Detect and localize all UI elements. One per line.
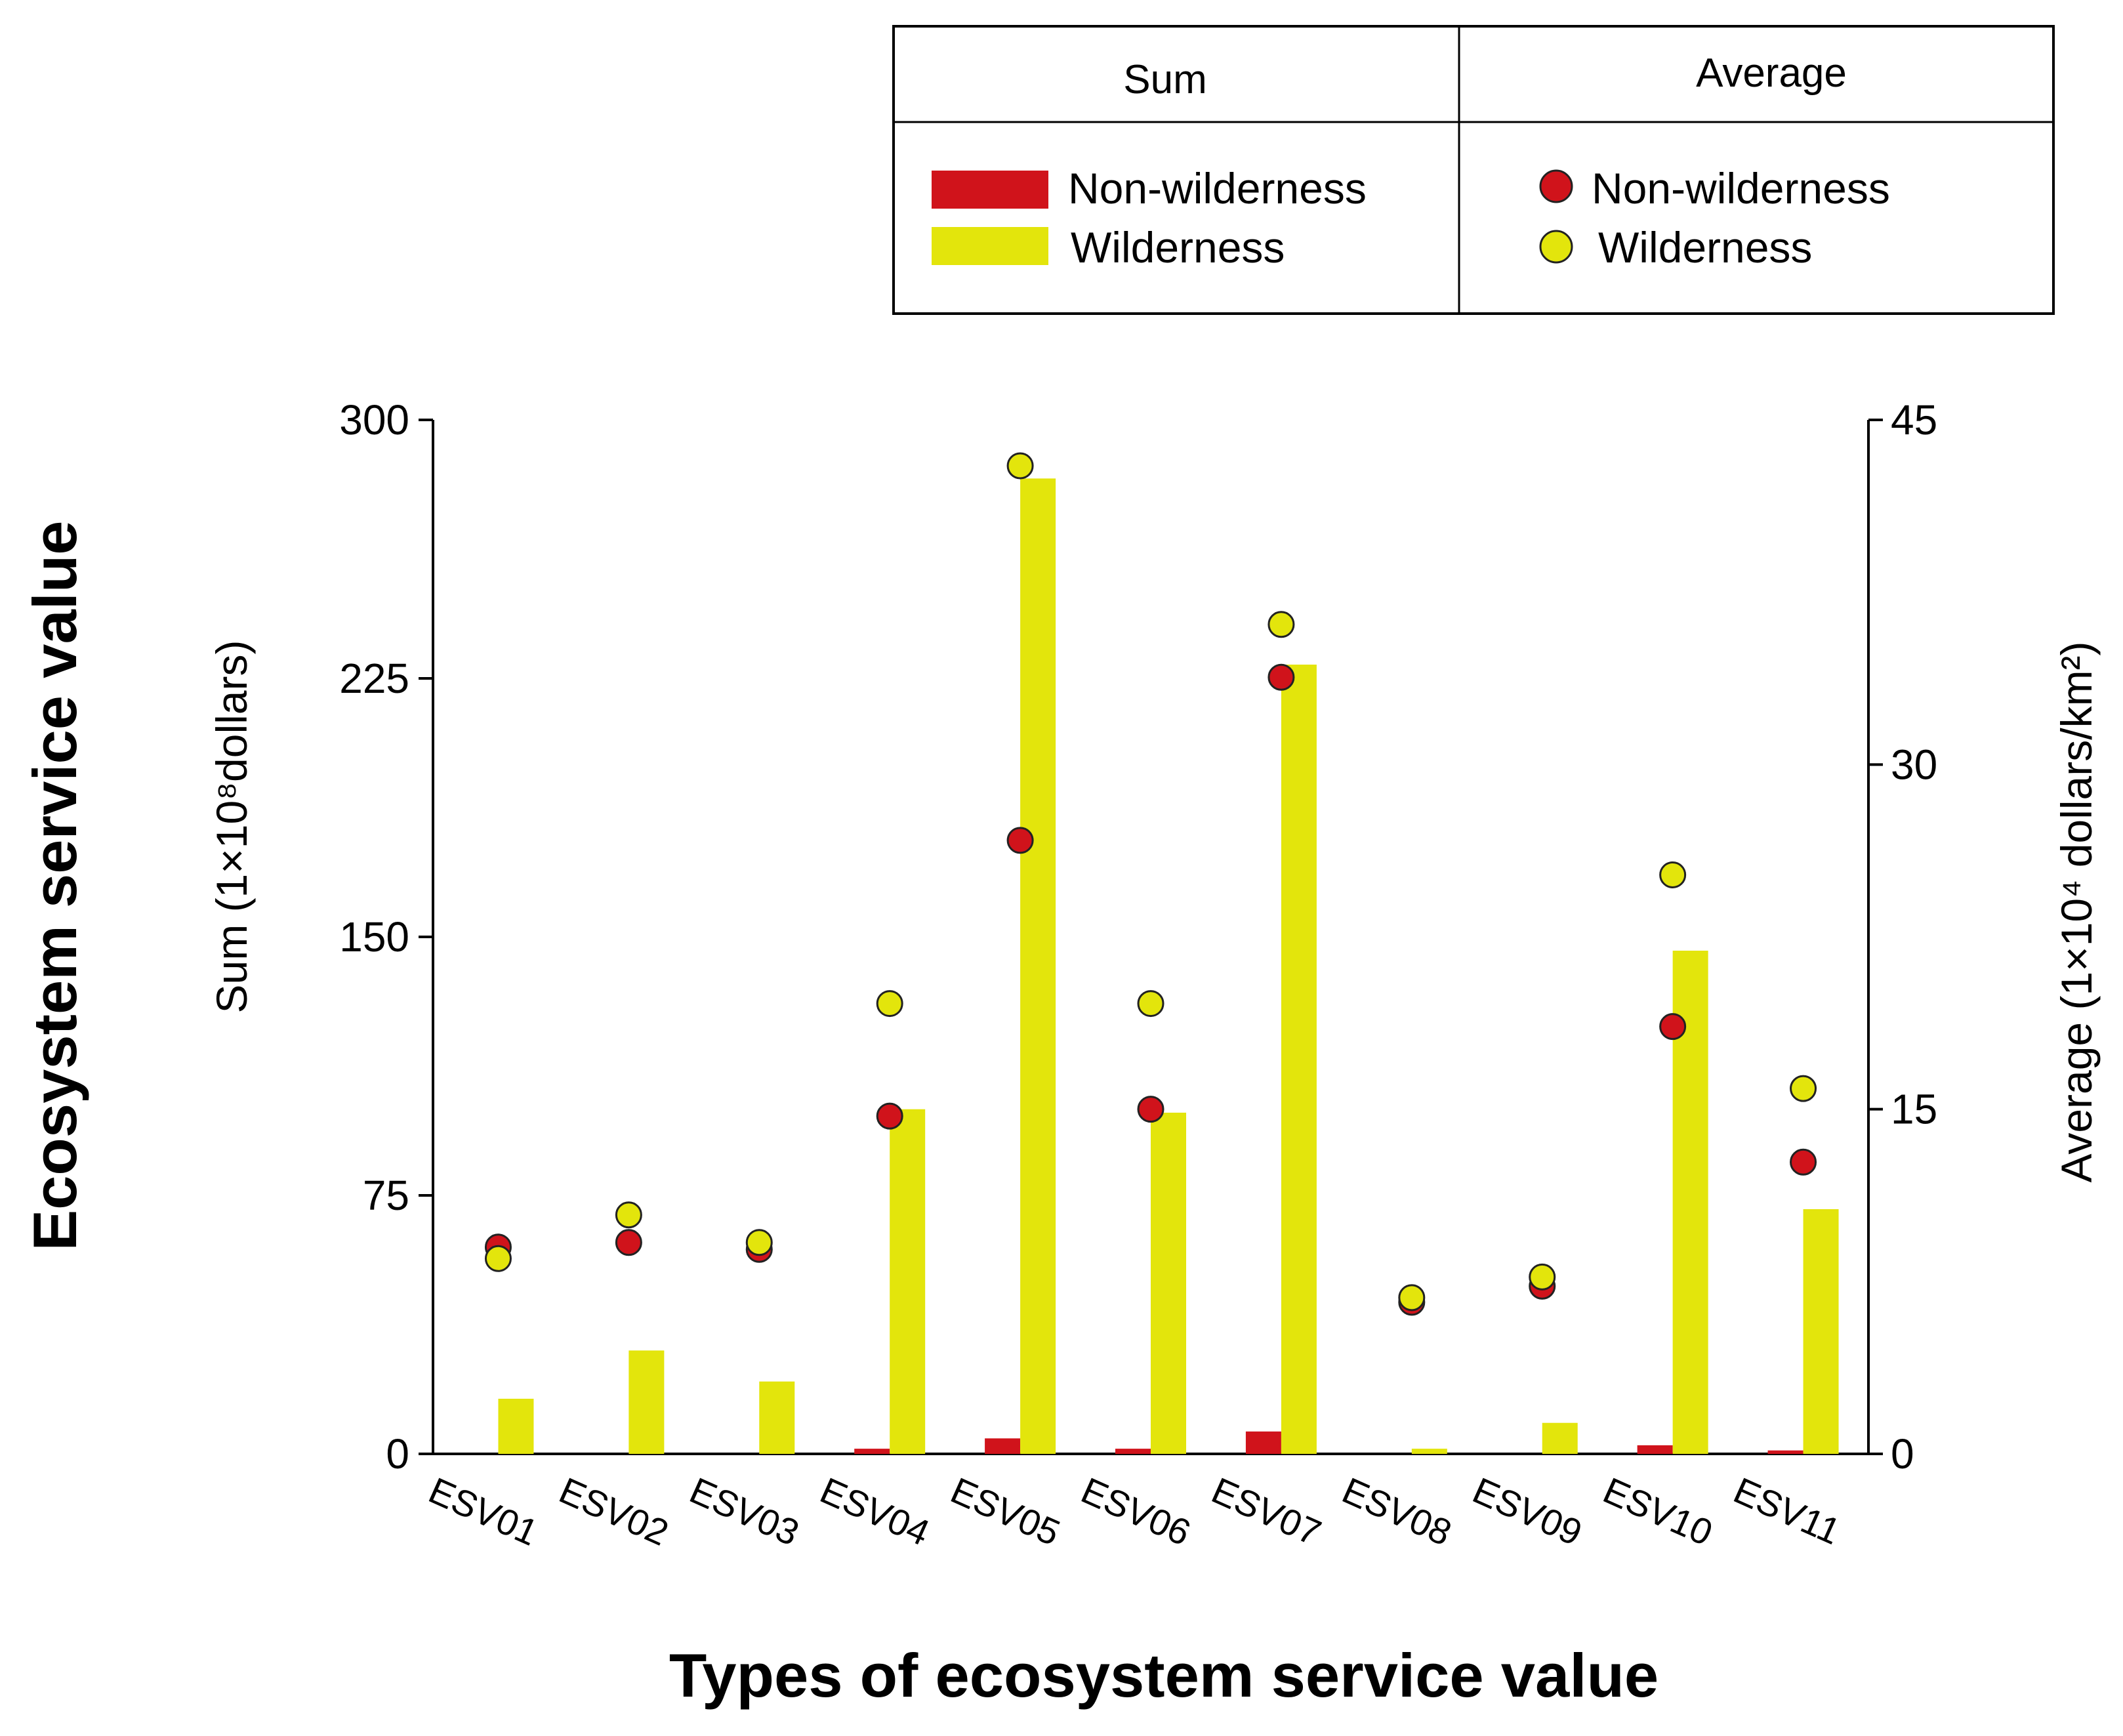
point-average-wilderness bbox=[1268, 611, 1295, 638]
point-average-wilderness bbox=[1137, 990, 1165, 1018]
point-average-wilderness bbox=[1790, 1075, 1817, 1102]
right-tick-label: 15 bbox=[1891, 1086, 1937, 1133]
legend-label-avg-wilderness: Wilderness bbox=[1598, 223, 1812, 272]
category-label: ESV02 bbox=[553, 1469, 674, 1553]
legend-label-sum-nonwilderness: Non-wilderness bbox=[1068, 164, 1367, 213]
category-label: ESV10 bbox=[1597, 1469, 1719, 1553]
left-y-axis-title: Sum (1×10⁸dollars) bbox=[207, 640, 256, 1014]
bar-sum-wilderness bbox=[1020, 478, 1056, 1454]
point-average-wilderness bbox=[1006, 452, 1034, 480]
right-y-axis-title: Average (1×10⁴ dollars/km²) bbox=[2052, 642, 2101, 1183]
bar-sum-wilderness bbox=[1281, 664, 1317, 1454]
bar-sum-wilderness bbox=[759, 1381, 795, 1454]
point-average-wilderness bbox=[1659, 861, 1687, 888]
legend-average-header: Average bbox=[1696, 51, 1847, 96]
bar-sum-wilderness bbox=[1542, 1422, 1578, 1454]
point-average-wilderness bbox=[876, 990, 903, 1018]
point-average-nonwilderness bbox=[1137, 1096, 1165, 1123]
legend-frame bbox=[892, 25, 2055, 315]
point-average-wilderness bbox=[484, 1245, 512, 1272]
bar-sum-nonwilderness bbox=[854, 1449, 890, 1454]
legend-marker-avg-wilderness bbox=[1539, 230, 1573, 264]
right-tick-label: 0 bbox=[1891, 1430, 1914, 1478]
x-axis-title: Types of ecosystem service value bbox=[669, 1641, 1659, 1710]
bar-sum-wilderness bbox=[629, 1350, 665, 1454]
left-tick-label: 225 bbox=[339, 655, 409, 702]
bar-sum-nonwilderness bbox=[1115, 1449, 1151, 1454]
category-label: ESV11 bbox=[1728, 1469, 1847, 1552]
legend-swatch-sum-nonwilderness bbox=[932, 171, 1048, 209]
legend-label-avg-nonwilderness: Non-wilderness bbox=[1592, 164, 1890, 213]
point-average-wilderness bbox=[1398, 1284, 1426, 1312]
bar-sum-wilderness bbox=[1151, 1112, 1186, 1454]
bar-sum-wilderness bbox=[890, 1109, 926, 1454]
bar-sum-nonwilderness bbox=[985, 1438, 1021, 1454]
category-label: ESV01 bbox=[423, 1469, 545, 1553]
legend: Sum Average Non-wilderness Wilderness No… bbox=[892, 25, 2055, 315]
point-average-nonwilderness bbox=[1006, 827, 1034, 854]
bar-sum-wilderness bbox=[1411, 1449, 1447, 1454]
legend-marker-avg-nonwilderness bbox=[1539, 169, 1573, 203]
outer-y-axis-title: Ecosystem service value bbox=[20, 520, 89, 1250]
point-average-wilderness bbox=[615, 1201, 642, 1229]
left-tick-label: 300 bbox=[339, 396, 409, 444]
left-tick-label: 0 bbox=[386, 1430, 409, 1478]
legend-sum-header: Sum bbox=[1123, 57, 1206, 102]
category-label: ESV06 bbox=[1075, 1469, 1197, 1553]
category-label: ESV04 bbox=[814, 1469, 936, 1553]
point-average-nonwilderness bbox=[1790, 1148, 1817, 1176]
axes: 0 75 150 225 300 0 15 30 45 bbox=[339, 396, 1937, 1478]
category-label: ESV03 bbox=[684, 1469, 805, 1553]
left-tick-label: 150 bbox=[339, 913, 409, 961]
bar-sum-nonwilderness bbox=[1245, 1431, 1281, 1454]
category-label: ESV07 bbox=[1206, 1469, 1327, 1553]
point-average-wilderness bbox=[745, 1229, 773, 1256]
right-tick-label: 45 bbox=[1891, 396, 1937, 444]
right-tick-label: 30 bbox=[1891, 741, 1937, 788]
bar-sum-wilderness bbox=[498, 1398, 534, 1454]
legend-label-sum-wilderness: Wilderness bbox=[1071, 223, 1285, 272]
point-average-nonwilderness bbox=[1268, 663, 1295, 691]
bar-sum-nonwilderness bbox=[1767, 1450, 1804, 1454]
category-label: ESV08 bbox=[1336, 1469, 1458, 1553]
legend-swatch-sum-wilderness bbox=[932, 227, 1048, 265]
point-average-nonwilderness bbox=[876, 1102, 903, 1130]
category-label: ESV09 bbox=[1467, 1469, 1588, 1553]
bar-sum-wilderness bbox=[1803, 1209, 1839, 1454]
point-average-nonwilderness bbox=[615, 1229, 642, 1256]
category-label: ESV05 bbox=[945, 1469, 1066, 1553]
bar-sum-nonwilderness bbox=[1637, 1445, 1673, 1454]
point-average-nonwilderness bbox=[1659, 1013, 1687, 1041]
left-tick-label: 75 bbox=[363, 1172, 409, 1219]
point-average-wilderness bbox=[1529, 1263, 1556, 1291]
